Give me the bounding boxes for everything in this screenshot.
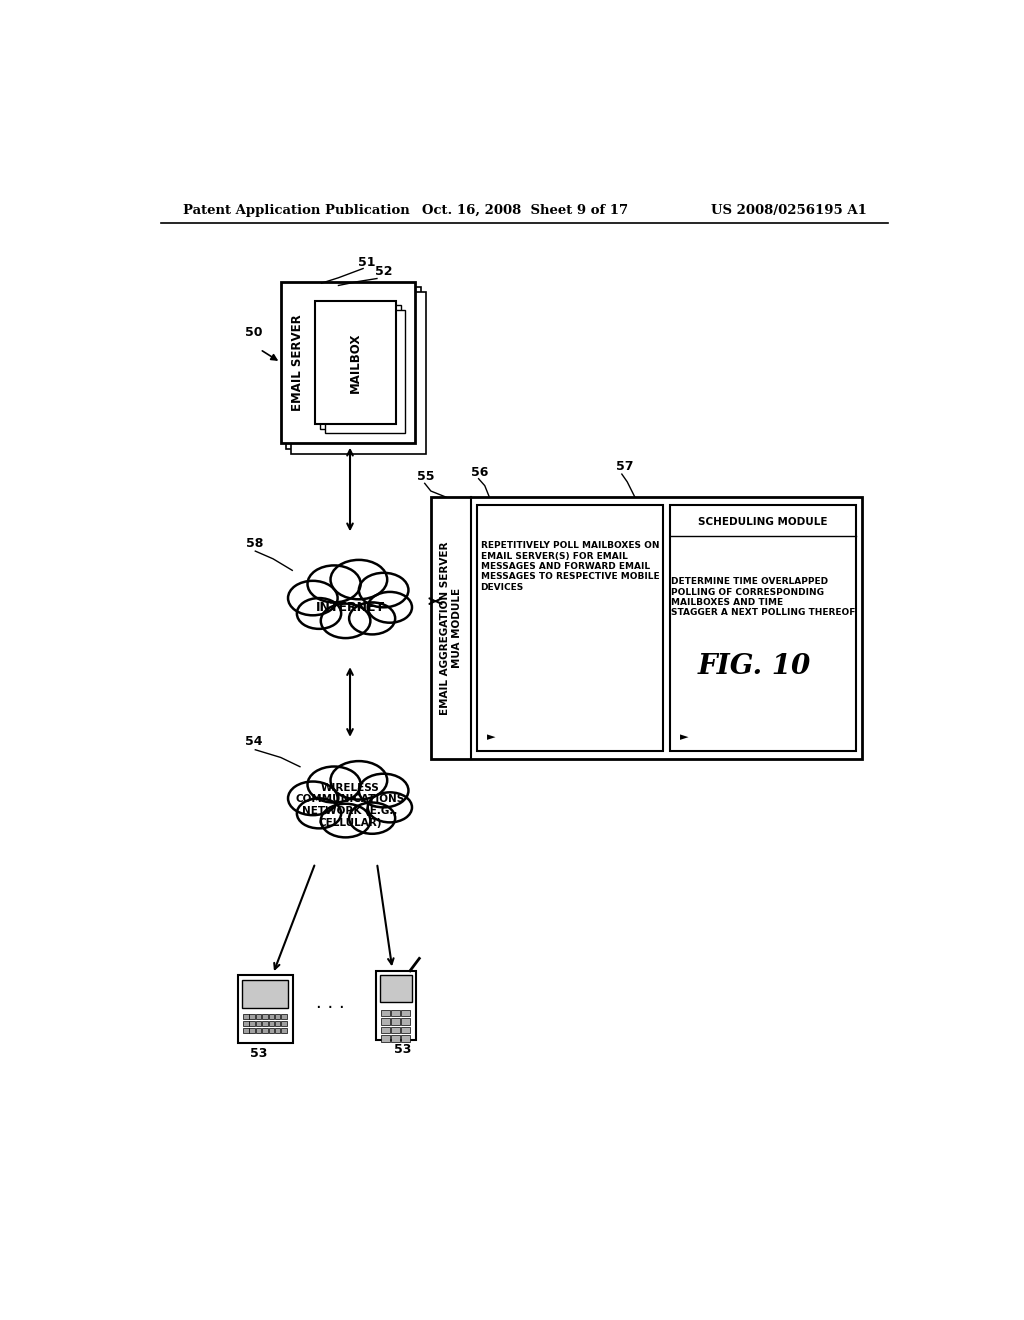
Ellipse shape (297, 598, 341, 628)
Ellipse shape (368, 591, 412, 623)
Ellipse shape (331, 762, 387, 800)
Bar (376, 970, 416, 1040)
Bar (250, 1028, 255, 1034)
Bar (381, 1035, 389, 1041)
Bar (391, 1010, 399, 1016)
Bar (243, 1020, 249, 1026)
Bar (315, 301, 396, 424)
Bar (243, 1028, 249, 1034)
Bar (262, 1028, 267, 1034)
Bar (243, 979, 289, 1007)
Text: 53: 53 (393, 1043, 411, 1056)
Ellipse shape (321, 603, 371, 638)
Bar (243, 1014, 249, 1019)
Bar (401, 1027, 410, 1034)
Bar (282, 1028, 287, 1034)
Text: 54: 54 (245, 735, 262, 748)
Ellipse shape (306, 775, 394, 829)
Text: EMAIL AGGREGATION SERVER
MUA MODULE: EMAIL AGGREGATION SERVER MUA MODULE (440, 541, 462, 715)
Text: 53: 53 (251, 1047, 268, 1060)
Text: 55: 55 (417, 470, 434, 483)
Bar (292, 293, 426, 454)
Ellipse shape (358, 573, 409, 607)
Ellipse shape (307, 565, 360, 602)
Ellipse shape (297, 799, 341, 829)
Text: . . .: . . . (316, 994, 345, 1012)
Ellipse shape (321, 804, 371, 837)
Ellipse shape (349, 602, 395, 635)
Bar (274, 1028, 281, 1034)
Text: SCHEDULING MODULE: SCHEDULING MODULE (698, 517, 827, 527)
Bar (250, 1020, 255, 1026)
Bar (268, 1028, 274, 1034)
Bar (325, 310, 406, 433)
Bar (282, 1014, 287, 1019)
Text: 51: 51 (357, 256, 375, 269)
Bar (477, 506, 663, 751)
Bar (391, 1027, 399, 1034)
Bar (282, 1020, 287, 1026)
Text: REPETITIVELY POLL MAILBOXES ON
EMAIL SERVER(S) FOR EMAIL
MESSAGES AND FORWARD EM: REPETITIVELY POLL MAILBOXES ON EMAIL SER… (480, 541, 659, 591)
Bar (381, 1019, 389, 1024)
Text: 57: 57 (615, 461, 633, 474)
Text: ►: ► (486, 733, 496, 742)
Text: 52: 52 (376, 265, 393, 279)
Bar (431, 498, 862, 759)
Text: EMAIL SERVER: EMAIL SERVER (291, 314, 304, 411)
Bar (256, 1028, 261, 1034)
Bar (380, 974, 413, 1002)
Text: Oct. 16, 2008  Sheet 9 of 17: Oct. 16, 2008 Sheet 9 of 17 (422, 205, 628, 218)
Text: FIG. 10: FIG. 10 (697, 653, 811, 680)
Bar (401, 1010, 410, 1016)
Text: ►: ► (680, 733, 688, 742)
Bar (381, 1027, 389, 1034)
Bar (391, 1035, 399, 1041)
Bar (238, 975, 293, 1043)
Text: MAILBOX: MAILBOX (349, 333, 362, 392)
Bar (268, 1014, 274, 1019)
Ellipse shape (288, 581, 338, 615)
Bar (391, 1019, 399, 1024)
Bar (281, 281, 416, 444)
Ellipse shape (288, 781, 338, 816)
Text: 50: 50 (245, 326, 262, 338)
Bar (268, 1020, 274, 1026)
Ellipse shape (331, 560, 387, 599)
Bar (286, 286, 421, 449)
Ellipse shape (306, 573, 394, 628)
Bar (262, 1014, 267, 1019)
Bar (256, 1014, 261, 1019)
Bar (274, 1020, 281, 1026)
Text: 56: 56 (471, 466, 488, 479)
Text: DETERMINE TIME OVERLAPPED
POLLING OF CORRESPONDING
MAILBOXES AND TIME
STAGGER A : DETERMINE TIME OVERLAPPED POLLING OF COR… (671, 577, 855, 618)
Text: INTERNET: INTERNET (315, 601, 385, 614)
Bar (401, 1035, 410, 1041)
Bar (401, 1019, 410, 1024)
Bar (250, 1014, 255, 1019)
Ellipse shape (358, 774, 409, 808)
Ellipse shape (307, 767, 360, 803)
Bar (319, 305, 400, 429)
Text: WIRELESS
COMMUNICATIONS
NETWORK (E.G.,
CELLULAR): WIRELESS COMMUNICATIONS NETWORK (E.G., C… (295, 783, 404, 828)
Bar (262, 1020, 267, 1026)
Ellipse shape (368, 792, 412, 822)
Bar (381, 1010, 389, 1016)
Ellipse shape (349, 803, 395, 834)
Text: Patent Application Publication: Patent Application Publication (183, 205, 410, 218)
Text: 58: 58 (246, 537, 263, 550)
Bar (671, 506, 856, 751)
Text: US 2008/0256195 A1: US 2008/0256195 A1 (711, 205, 866, 218)
Bar (274, 1014, 281, 1019)
Bar (256, 1020, 261, 1026)
